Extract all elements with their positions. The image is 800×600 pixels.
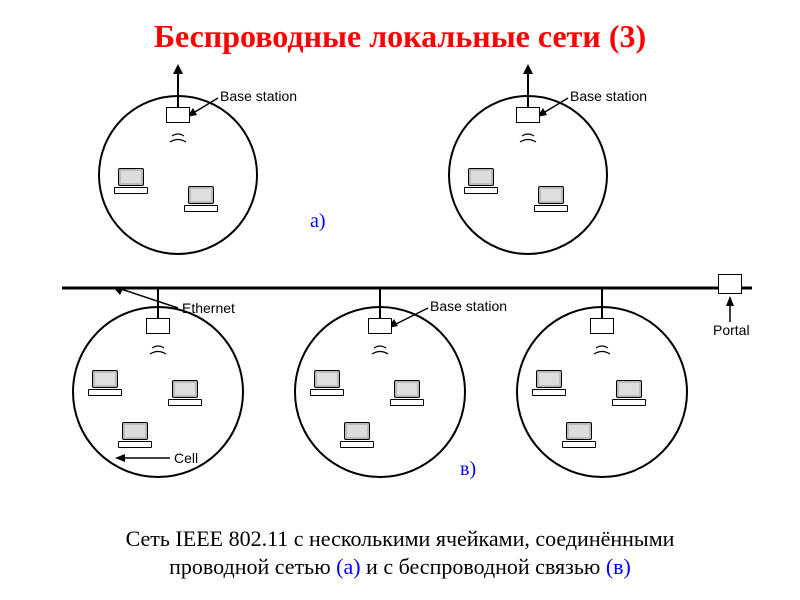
caption-line-1: Сеть IEEE 802.11 с несколькими ячейками,… xyxy=(0,525,800,554)
laptop-icon xyxy=(390,380,424,406)
caption-ref-b: (в) xyxy=(606,554,631,579)
cell-label: Cell xyxy=(174,450,198,466)
caption-line-2: проводной сетью (а) и с беспроводной свя… xyxy=(0,553,800,582)
laptop-icon xyxy=(464,168,498,194)
network-diagram: Base station Base station а) Ethernet Ba… xyxy=(0,60,800,500)
caption: Сеть IEEE 802.11 с несколькими ячейками,… xyxy=(0,525,800,582)
base-station-icon xyxy=(146,318,170,334)
laptop-icon xyxy=(184,186,218,212)
marker-a: а) xyxy=(310,210,326,233)
laptop-icon xyxy=(612,380,646,406)
laptop-icon xyxy=(562,422,596,448)
base-station-icon xyxy=(590,318,614,334)
laptop-icon xyxy=(310,370,344,396)
laptop-icon xyxy=(532,370,566,396)
laptop-icon xyxy=(534,186,568,212)
laptop-icon xyxy=(118,422,152,448)
laptop-icon xyxy=(88,370,122,396)
laptop-icon xyxy=(168,380,202,406)
caption-text: и с беспроводной связью xyxy=(361,554,606,579)
base-station-icon xyxy=(166,107,190,123)
base-station-icon xyxy=(516,107,540,123)
laptop-icon xyxy=(340,422,374,448)
ethernet-label: Ethernet xyxy=(182,300,235,316)
caption-text: проводной сетью xyxy=(169,554,336,579)
portal-label: Portal xyxy=(713,322,750,338)
laptop-icon xyxy=(114,168,148,194)
marker-b: в) xyxy=(460,458,476,481)
page-title: Беспроводные локальные сети (3) xyxy=(0,0,800,55)
base-station-label: Base station xyxy=(220,88,297,104)
base-station-label: Base station xyxy=(570,88,647,104)
portal-icon xyxy=(718,274,742,294)
base-station-label: Base station xyxy=(430,298,507,314)
caption-ref-a: (а) xyxy=(336,554,360,579)
base-station-icon xyxy=(368,318,392,334)
